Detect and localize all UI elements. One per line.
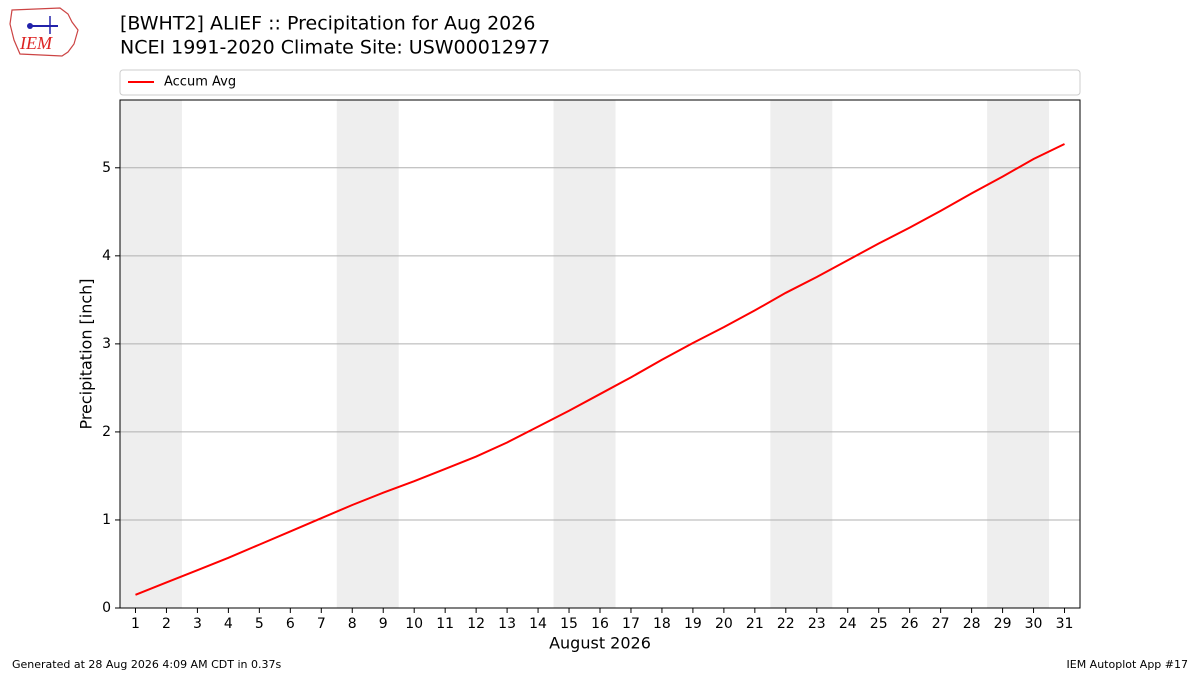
y-tick-label: 2 [102,424,111,440]
x-tick-label: 14 [529,616,547,632]
chart-subtitle: NCEI 1991-2020 Climate Site: USW00012977 [120,37,550,59]
x-tick-label: 17 [622,616,640,632]
x-tick-label: 29 [994,616,1012,632]
y-tick-label: 3 [102,336,111,352]
series-line [135,143,1065,596]
x-tick-label: 20 [715,616,733,632]
x-tick-label: 7 [317,616,326,632]
weekend-shade [120,100,182,608]
x-tick-label: 27 [932,616,950,632]
logo: IEM [9,7,79,57]
weekend-shade [336,100,399,608]
legend-box [119,69,1081,96]
x-tick-label: 15 [560,616,578,632]
weekend-shade [770,100,833,608]
chart-title: [BWHT2] ALIEF :: Precipitation for Aug 2… [120,13,535,35]
x-tick-label: 23 [808,616,826,632]
x-tick-label: 2 [162,616,171,632]
x-tick-label: 24 [839,616,857,632]
x-tick-label: 3 [193,616,202,632]
x-tick-label: 9 [379,616,388,632]
x-tick-label: 18 [653,616,671,632]
x-tick-label: 26 [901,616,919,632]
plot-frame [119,99,1081,609]
x-tick-label: 10 [405,616,423,632]
x-tick-label: 21 [746,616,764,632]
footer-left: Generated at 28 Aug 2026 4:09 AM CDT in … [12,658,281,671]
x-tick-label: 6 [286,616,295,632]
x-tick-label: 25 [870,616,888,632]
x-tick-label: 5 [255,616,264,632]
x-tick-label: 12 [467,616,485,632]
x-tick-label: 22 [777,616,795,632]
x-tick-label: 13 [498,616,516,632]
x-tick-label: 1 [131,616,140,632]
footer-right: IEM Autoplot App #17 [1067,658,1189,671]
x-tick-label: 30 [1025,616,1043,632]
y-tick-label: 0 [102,600,111,616]
x-axis-label: August 2026 [549,634,651,653]
weekend-shade [987,100,1050,608]
y-axis-label: Precipitation [inch] [77,278,96,429]
x-tick-label: 28 [963,616,981,632]
logo-text: IEM [19,33,53,53]
legend-label: Accum Avg [164,75,236,90]
y-tick-label: 1 [102,512,111,528]
y-tick-label: 4 [102,248,111,264]
weekend-shade [553,100,616,608]
x-tick-label: 16 [591,616,609,632]
x-tick-label: 31 [1056,616,1074,632]
y-tick-label: 5 [102,160,111,176]
x-tick-label: 8 [348,616,357,632]
x-tick-label: 11 [436,616,454,632]
x-tick-label: 4 [224,616,233,632]
x-tick-label: 19 [684,616,702,632]
